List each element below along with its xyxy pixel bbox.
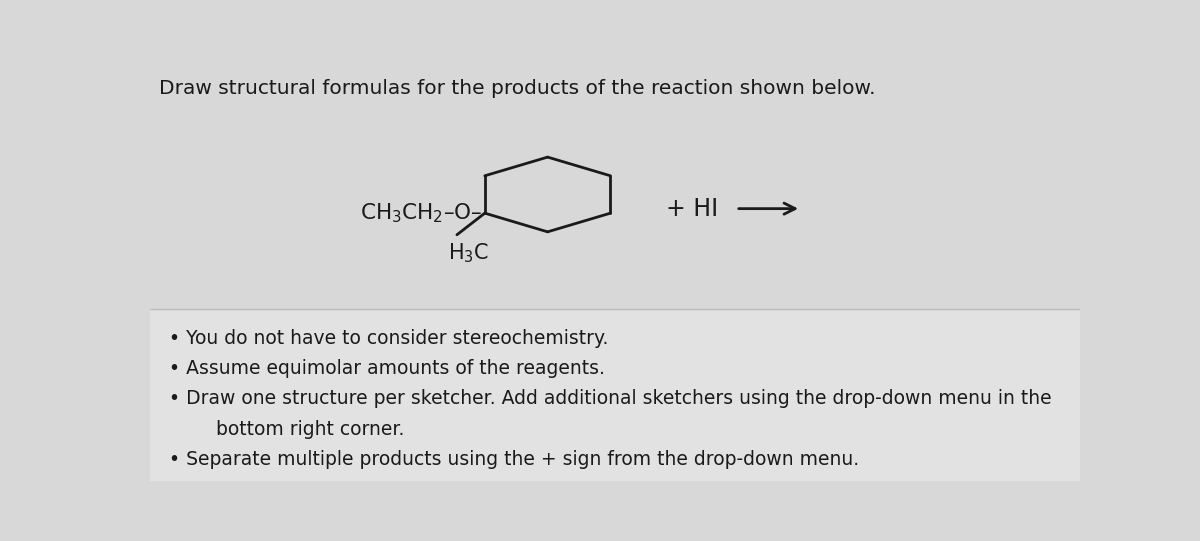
Text: + HI: + HI (666, 196, 719, 221)
Text: • Assume equimolar amounts of the reagents.: • Assume equimolar amounts of the reagen… (168, 359, 605, 378)
Text: bottom right corner.: bottom right corner. (204, 420, 404, 439)
Text: • Separate multiple products using the + sign from the drop-down menu.: • Separate multiple products using the +… (168, 450, 859, 469)
Text: $\mathregular{H_3C}$: $\mathregular{H_3C}$ (448, 241, 488, 265)
FancyBboxPatch shape (150, 308, 1080, 481)
Text: • Draw one structure per sketcher. Add additional sketchers using the drop-down : • Draw one structure per sketcher. Add a… (168, 390, 1051, 408)
Text: Draw structural formulas for the products of the reaction shown below.: Draw structural formulas for the product… (160, 80, 876, 98)
Text: $\mathregular{CH_3CH_2}$–O–: $\mathregular{CH_3CH_2}$–O– (360, 201, 482, 225)
Text: • You do not have to consider stereochemistry.: • You do not have to consider stereochem… (168, 328, 608, 348)
